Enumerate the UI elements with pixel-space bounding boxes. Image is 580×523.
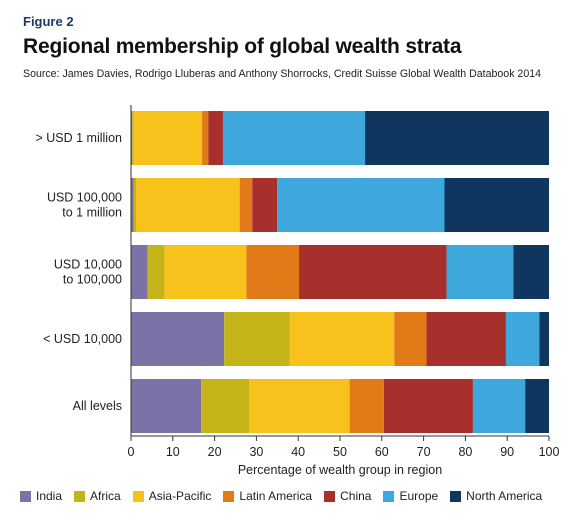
x-tick-label: 60 [375,445,389,459]
bar-segment-india-4 [131,379,202,433]
category-label-line: to 100,000 [63,273,122,287]
bar-segment-europe-2 [446,245,514,299]
bar-segment-africa-3 [224,312,290,366]
x-tick-label: 90 [500,445,514,459]
x-tick-label: 70 [417,445,431,459]
bar-segment-asia-pacific-3 [289,312,395,366]
legend-label: North America [466,489,543,503]
x-tick-label: 20 [208,445,222,459]
bar-segment-china-3 [426,312,506,366]
bar-segment-north-america-3 [539,312,549,366]
legend-label: Asia-Pacific [148,489,212,503]
bar-segment-europe-0 [222,111,366,165]
legend-swatch [20,490,31,502]
legend-item-north-america: North America [450,489,542,503]
bar-segment-europe-3 [505,312,540,366]
x-axis-label: Percentage of wealth group in region [238,463,442,477]
x-tick-label: 50 [333,445,347,459]
legend-label: India [36,489,63,503]
bar-segment-china-1 [252,178,278,232]
bar-segment-india-2 [131,245,148,299]
x-axis: 0 10 20 30 40 50 60 70 80 90 100 [128,105,560,459]
bar-segment-latin-america-3 [394,312,427,366]
category-label-line: > USD 1 million [36,131,123,145]
legend-item-africa: Africa [74,489,121,503]
category-label-3: < USD 10,000 [43,332,122,346]
bar-segment-asia-pacific-0 [133,111,203,165]
legend-item-china: China [324,489,371,503]
category-label-4: All levels [73,399,122,413]
bar-segment-north-america-2 [513,245,549,299]
bar-segment-africa-4 [201,379,250,433]
legend: India Africa Asia-Pacific Latin America Chin… [20,489,542,503]
bar-segment-europe-1 [277,178,445,232]
bar-segment-africa-0 [132,111,134,165]
figure-label: Figure 2 [23,14,74,29]
chart-source: Source: James Davies, Rodrigo Lluberas a… [23,68,542,80]
bar-segment-north-america-4 [525,379,549,433]
bar-segment-latin-america-4 [349,379,384,433]
bar-segment-asia-pacific-1 [136,178,240,232]
legend-label: Africa [90,489,121,503]
bar-segment-north-america-0 [365,111,549,165]
legend-label: Latin America [239,489,313,503]
bar-segment-china-4 [383,379,473,433]
bar-segment-china-0 [208,111,223,165]
bar-segment-latin-america-1 [239,178,253,232]
x-tick-label: 10 [166,445,180,459]
category-label-0: > USD 1 million [36,131,123,145]
x-tick-label: 80 [458,445,472,459]
legend-swatch [132,490,144,502]
bar-segment-europe-4 [472,379,526,433]
bar-segment-india-3 [131,312,225,366]
legend-item-europe: Europe [383,489,438,503]
bar-segment-asia-pacific-2 [164,245,247,299]
legend-swatch [383,490,395,502]
bars-group [131,111,549,433]
legend-item-india: India [20,489,62,503]
bar-segment-china-2 [299,245,447,299]
category-label-line: USD 100,000 [47,191,122,205]
legend-swatch [74,490,86,502]
bar-segment-africa-1 [133,178,137,232]
category-label-1: USD 100,000 to 1 million [47,191,122,220]
category-label-2: USD 10,000 to 100,000 [54,258,122,287]
bar-segment-north-america-1 [444,178,549,232]
x-tick-label: 0 [128,445,135,459]
category-label-line: to 1 million [62,206,122,220]
category-label-line: All levels [73,399,122,413]
x-tick-label: 100 [539,445,560,459]
legend-item-asia-pacific: Asia-Pacific [132,489,212,503]
bar-segment-india-0 [131,111,133,165]
legend-label: Europe [399,489,439,503]
x-tick-label: 40 [291,445,305,459]
legend-swatch [324,490,336,502]
chart-title: Regional membership of global wealth str… [23,35,462,58]
bar-segment-india-1 [131,178,134,232]
category-label-line: USD 10,000 [54,258,122,272]
category-label-line: < USD 10,000 [43,332,122,346]
legend-swatch [223,490,235,502]
bar-segment-latin-america-2 [246,245,300,299]
bar-segment-asia-pacific-4 [249,379,350,433]
bar-segment-africa-2 [147,245,165,299]
legend-swatch [450,490,462,502]
legend-item-latin-america: Latin America [223,489,312,503]
bar-segment-latin-america-0 [202,111,209,165]
legend-label: China [340,489,372,503]
x-tick-label: 30 [249,445,263,459]
